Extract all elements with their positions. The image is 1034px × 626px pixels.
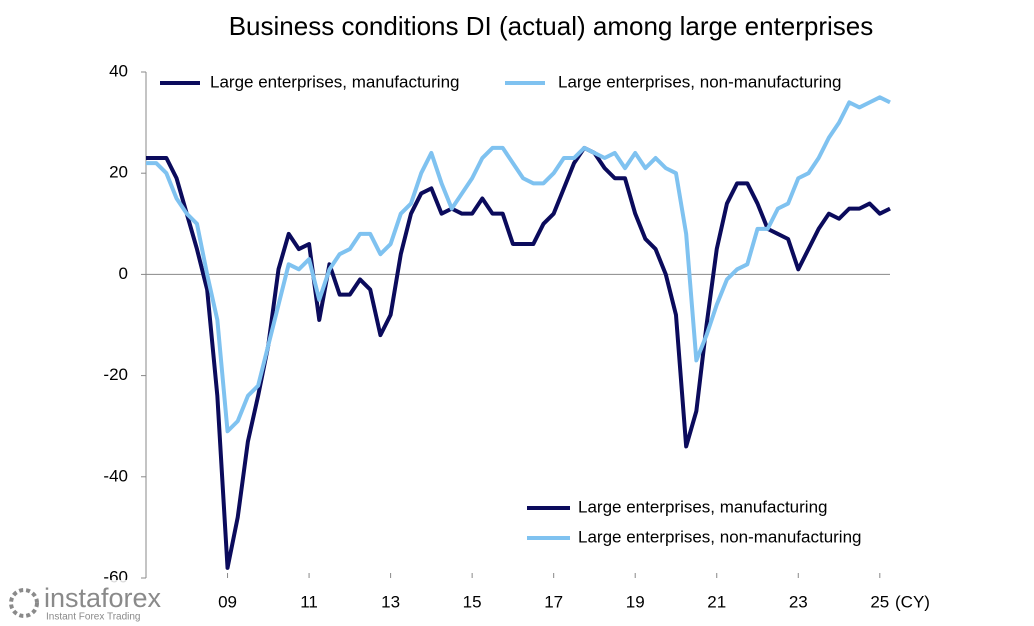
y-tick-label: 20 bbox=[109, 163, 128, 182]
x-tick-label: 15 bbox=[463, 592, 482, 611]
series-line bbox=[146, 95, 891, 434]
logo-name: instaforex bbox=[44, 583, 162, 613]
legend-label: Large enterprises, non-manufacturing bbox=[578, 527, 862, 546]
legend-label: Large enterprises, manufacturing bbox=[578, 497, 827, 516]
x-tick-label: 19 bbox=[626, 592, 645, 611]
y-tick-label: -20 bbox=[103, 365, 128, 384]
y-tick-label: 40 bbox=[109, 61, 128, 80]
x-tick-label: 13 bbox=[381, 592, 400, 611]
x-tick-label: 11 bbox=[300, 592, 318, 611]
y-tick-label: 0 bbox=[119, 264, 128, 283]
x-tick-label: 21 bbox=[707, 592, 726, 611]
legend-label: Large enterprises, non-manufacturing bbox=[558, 72, 842, 91]
legend-label: Large enterprises, manufacturing bbox=[210, 72, 459, 91]
x-tick-label: 23 bbox=[789, 592, 808, 611]
x-unit: (CY) bbox=[895, 592, 930, 611]
x-tick-label: 25 bbox=[870, 592, 889, 611]
x-tick-label: 17 bbox=[544, 592, 563, 611]
x-tick-label: 09 bbox=[218, 592, 237, 611]
y-tick-label: -40 bbox=[103, 466, 128, 485]
logo-tagline: Instant Forex Trading bbox=[46, 612, 141, 623]
logo-icon bbox=[9, 588, 39, 618]
logo-bg bbox=[0, 580, 180, 626]
chart-title: Business conditions DI (actual) among la… bbox=[229, 11, 874, 41]
